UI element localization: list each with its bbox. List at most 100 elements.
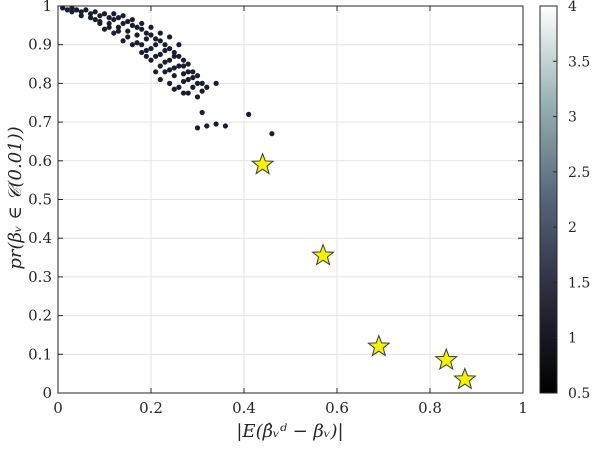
x-tick-label: 0.6 (325, 399, 349, 417)
data-point (129, 16, 135, 23)
star-marker (434, 347, 459, 371)
data-point (143, 53, 149, 59)
data-point (92, 16, 98, 23)
y-tick-label: 0.2 (28, 307, 52, 325)
data-point (190, 69, 196, 75)
data-point (120, 38, 126, 44)
data-point (111, 16, 117, 23)
data-point (129, 22, 135, 28)
data-point (139, 49, 145, 56)
colorbar-tick-label: 3.5 (568, 54, 590, 70)
data-point (180, 57, 187, 63)
data-point (111, 30, 117, 36)
data-point (185, 76, 191, 83)
data-point (143, 36, 149, 42)
x-tick-label: 1 (518, 399, 528, 417)
colorbar: 0.5 1 1.5 2 2.5 3 3.5 4 (539, 0, 590, 402)
data-point (194, 125, 201, 131)
colorbar-gradient (539, 5, 558, 394)
data-point (134, 40, 140, 46)
data-point (269, 131, 275, 137)
data-point (222, 123, 228, 129)
y-axis-label: pr(βᵥ ∈ 𝒞(0.01)) (5, 126, 26, 269)
data-point (153, 36, 159, 42)
data-point (171, 86, 177, 92)
data-point (199, 109, 205, 116)
data-point (92, 9, 98, 15)
colorbar-tick-label: 1 (568, 331, 577, 347)
data-point (199, 80, 205, 86)
data-point (101, 26, 108, 32)
y-tick-label: 0.6 (28, 152, 52, 170)
data-point (106, 24, 112, 30)
data-point (171, 49, 177, 56)
data-point (153, 69, 159, 75)
data-point (139, 42, 145, 48)
data-point (153, 42, 159, 48)
data-point (97, 20, 103, 27)
y-tick-label: 0.4 (28, 229, 52, 247)
data-point (87, 15, 94, 21)
data-point (134, 32, 140, 38)
data-point (143, 47, 149, 54)
data-point (162, 69, 168, 75)
data-point (87, 11, 94, 17)
data-point (143, 30, 149, 36)
data-point (180, 63, 187, 69)
data-point (157, 76, 163, 83)
data-point (204, 84, 210, 90)
data-point (134, 24, 140, 30)
data-point (83, 7, 89, 13)
data-point (78, 13, 84, 19)
x-tick-label: 0.4 (232, 399, 256, 417)
colorbar-tick-label: 2 (568, 220, 577, 236)
x-tick-label: 0.2 (139, 399, 163, 417)
x-tick-label: 0.8 (418, 399, 442, 417)
data-point (115, 24, 122, 30)
data-point (148, 24, 154, 30)
star-marker (250, 152, 275, 175)
data-point (148, 45, 154, 52)
star-marker (367, 334, 391, 357)
data-point (129, 42, 135, 48)
data-point (157, 51, 163, 57)
data-point (185, 61, 191, 67)
data-point (60, 5, 66, 11)
data-point (171, 73, 177, 79)
y-tick-label: 0.8 (28, 74, 52, 92)
data-point (162, 59, 168, 65)
data-point (213, 121, 219, 127)
data-point (194, 73, 201, 79)
data-point (176, 63, 182, 69)
data-point (199, 88, 205, 94)
data-point (180, 71, 187, 77)
plot-area: 0 0.2 0.4 0.6 0.8 1 0 0.1 0.2 0.3 0.4 0.5 0.6 0.7 0.8 0… (28, 0, 528, 417)
colorbar-tick-label: 2.5 (568, 165, 590, 181)
y-tick-label: 0.5 (28, 191, 52, 209)
data-point (74, 7, 80, 13)
data-point (167, 80, 173, 86)
data-point (148, 57, 154, 63)
data-point (106, 15, 112, 21)
data-point (162, 42, 168, 48)
data-point (185, 69, 191, 75)
data-point (115, 15, 122, 21)
data-point (194, 80, 201, 86)
data-point (190, 74, 196, 81)
data-point (120, 13, 126, 19)
star-marker (453, 367, 477, 390)
data-point (167, 67, 173, 73)
data-point (194, 94, 201, 100)
data-point (180, 78, 187, 85)
data-point (167, 57, 173, 63)
data-point (180, 90, 187, 96)
data-point (101, 11, 108, 17)
data-point (176, 84, 182, 90)
data-point (115, 28, 122, 34)
data-point (64, 7, 70, 13)
data-point (157, 38, 163, 44)
data-point (167, 34, 173, 40)
y-tick-label: 0.9 (28, 36, 52, 54)
